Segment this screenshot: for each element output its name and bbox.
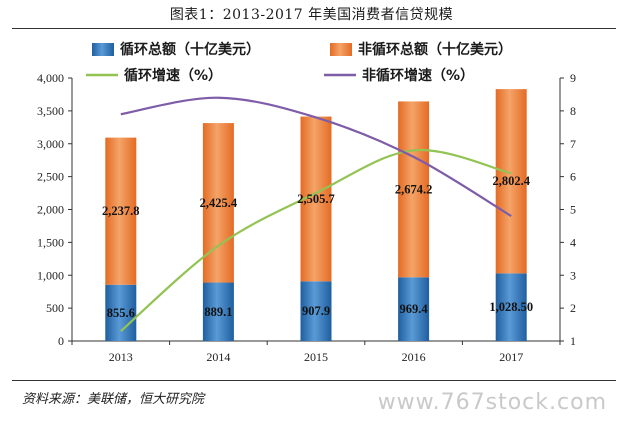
data-label-nonrevolving: 2,674.2: [395, 182, 433, 196]
y-right-tick-label: 7: [570, 137, 576, 151]
bottom-rule: [12, 380, 616, 381]
y-right-tick-label: 4: [570, 235, 576, 249]
legend-label: 非循环总额（十亿美元）: [358, 41, 512, 58]
source-note: 资料来源：美联储，恒大研究院: [22, 392, 205, 407]
bar-nonrevolving: [398, 101, 430, 278]
top-rule: [12, 28, 616, 29]
y-right-tick-label: 5: [570, 203, 576, 217]
y-left-tick-label: 2,500: [37, 170, 64, 184]
bar-revolving: [300, 281, 332, 341]
y-right-tick-label: 3: [570, 268, 576, 282]
y-left-tick-label: 4,000: [37, 71, 64, 85]
data-label-revolving: 889.1: [204, 305, 232, 319]
data-label-revolving: 969.4: [400, 302, 429, 316]
chart-title: 图表1：2013-2017 年美国消费者信贷规模: [169, 7, 454, 23]
y-right-tick-label: 2: [570, 301, 576, 315]
x-tick-label: 2013: [109, 350, 133, 364]
y-left-tick-label: 1,000: [37, 268, 64, 282]
data-label-nonrevolving: 2,802.4: [492, 174, 530, 188]
watermark-text: www.767stock.com: [377, 390, 607, 415]
y-right-tick-label: 1: [570, 334, 576, 348]
legend-label: 循环总额（十亿美元）: [120, 41, 260, 58]
line-revolving-growth: [120, 148, 512, 332]
legend-label: 循环增速（%）: [124, 67, 222, 84]
bar-revolving: [495, 273, 527, 341]
x-tick-label: 2014: [206, 350, 230, 364]
y-right-tick-label: 8: [570, 104, 576, 118]
y-left-tick-label: 500: [46, 301, 64, 315]
data-label-revolving: 907.9: [302, 304, 330, 318]
legend-label: 非循环增速（%）: [362, 67, 474, 84]
legend-swatch-bar: [92, 43, 114, 56]
data-label-nonrevolving: 2,237.8: [102, 204, 140, 218]
x-tick-label: 2015: [304, 350, 328, 364]
data-label-revolving: 855.6: [107, 306, 135, 320]
data-label-nonrevolving: 2,425.4: [200, 196, 238, 210]
bar-nonrevolving: [105, 137, 137, 285]
y-left-tick-label: 2,000: [37, 203, 64, 217]
x-tick-label: 2017: [499, 350, 523, 364]
x-tick-label: 2016: [402, 350, 426, 364]
bar-nonrevolving: [202, 123, 234, 283]
bar-revolving: [105, 284, 137, 341]
y-left-tick-label: 3,000: [37, 137, 64, 151]
data-label-nonrevolving: 2,505.7: [297, 192, 335, 206]
y-left-tick-label: 0: [58, 334, 64, 348]
line-nonrevolving-growth: [120, 96, 512, 218]
y-left-tick-label: 1,500: [37, 235, 64, 249]
y-left-tick-label: 3,500: [37, 104, 64, 118]
legend-swatch-bar: [330, 43, 352, 56]
y-right-tick-label: 6: [570, 170, 576, 184]
bar-nonrevolving: [495, 89, 527, 274]
bar-revolving: [202, 282, 234, 341]
data-label-revolving: 1,028.50: [489, 300, 533, 314]
y-right-tick-label: 9: [570, 71, 576, 85]
bar-revolving: [398, 277, 430, 341]
